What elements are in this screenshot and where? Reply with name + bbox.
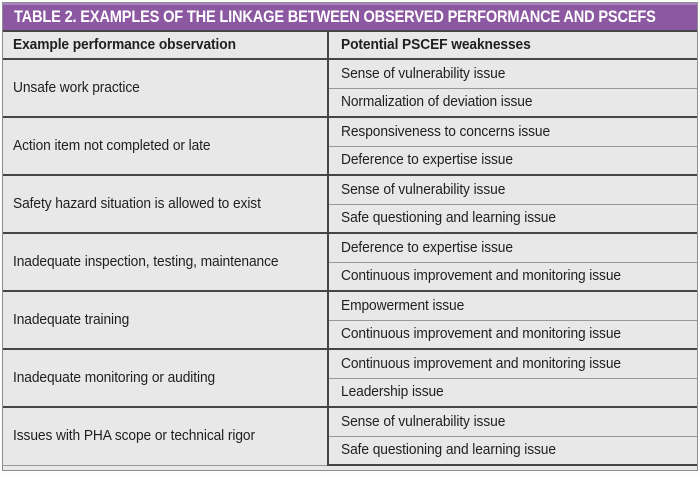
- table-row: Continuous improvement and monitoring is…: [3, 261, 697, 292]
- table-row: Safety hazard situation is allowed to ex…: [3, 174, 697, 234]
- weakness-cell-label: Continuous improvement and monitoring is…: [341, 326, 621, 343]
- weakness-cell: Deference to expertise issue: [327, 145, 697, 176]
- observation-cell-label: Inadequate monitoring or auditing: [13, 370, 216, 386]
- table-title: TABLE 2. EXAMPLES OF THE LINKAGE BETWEEN…: [14, 8, 656, 26]
- observation-cell-label: Action item not completed or late: [13, 138, 211, 154]
- table-row: Normalization of deviation issue: [3, 87, 697, 118]
- observation-cell: Inadequate inspection, testing, maintena…: [3, 232, 329, 292]
- observation-cell: Action item not completed or late: [3, 116, 329, 176]
- observation-cell-label: Inadequate inspection, testing, maintena…: [13, 254, 279, 270]
- col-header-observation: Example performance observation: [3, 32, 329, 60]
- weakness-cell-label: Normalization of deviation issue: [341, 94, 533, 111]
- table-row: Unsafe work practice Sense of vulnerabili…: [3, 58, 697, 118]
- weakness-cell: Normalization of deviation issue: [327, 87, 697, 118]
- table-row: Continuous improvement and monitoring is…: [3, 319, 697, 350]
- table-row: Issues with PHA scope or technical rigor…: [3, 406, 697, 466]
- observation-cell: Inadequate training: [3, 290, 329, 350]
- weakness-cell-label: Sense of vulnerability issue: [341, 181, 506, 198]
- weakness-cell-label: Empowerment issue: [341, 297, 465, 314]
- weakness-cell-label: Continuous improvement and monitoring is…: [341, 355, 621, 372]
- weakness-cell: Continuous improvement and monitoring is…: [327, 319, 697, 350]
- weakness-cell: Sense of vulnerability issue: [327, 406, 697, 437]
- header-row: Example performance observation Potentia…: [3, 32, 697, 60]
- weakness-cell: Leadership issue: [327, 377, 697, 408]
- weakness-cell-label: Deference to expertise issue: [341, 152, 513, 169]
- col-header-weaknesses: Potential PSCEF weaknesses: [327, 32, 697, 60]
- weakness-cell: Continuous improvement and monitoring is…: [327, 348, 697, 379]
- weakness-cell: Sense of vulnerability issue: [327, 174, 697, 205]
- pscef-linkage-table: TABLE 2. EXAMPLES OF THE LINKAGE BETWEEN…: [2, 2, 698, 471]
- observation-cell-label: Unsafe work practice: [13, 80, 140, 96]
- observation-cell-label: Issues with PHA scope or technical rigor: [13, 428, 255, 445]
- weakness-cell-label: Continuous improvement and monitoring is…: [341, 268, 621, 285]
- weakness-cell-label: Sense of vulnerability issue: [341, 413, 506, 430]
- weakness-cell: Responsiveness to concerns issue: [327, 116, 697, 147]
- table-title-bar: TABLE 2. EXAMPLES OF THE LINKAGE BETWEEN…: [3, 3, 697, 32]
- observation-cell-label: Safety hazard situation is allowed to ex…: [13, 196, 261, 212]
- weakness-cell-label: Deference to expertise issue: [341, 239, 513, 256]
- table-row: Inadequate training Empowerment issue: [3, 290, 697, 350]
- table-row: Safe questioning and learning issue: [3, 203, 697, 234]
- weakness-cell-label: Leadership issue: [341, 384, 444, 401]
- observation-cell: Unsafe work practice: [3, 58, 329, 118]
- weakness-cell: Safe questioning and learning issue: [327, 435, 697, 466]
- weakness-cell-label: Responsiveness to concerns issue: [341, 123, 551, 140]
- col-header-observation-label: Example performance observation: [13, 37, 236, 53]
- observation-cell-label: Inadequate training: [13, 312, 130, 328]
- observation-cell: Issues with PHA scope or technical rigor: [3, 406, 329, 466]
- observation-cell: Inadequate monitoring or auditing: [3, 348, 329, 408]
- table-row: Deference to expertise issue: [3, 145, 697, 176]
- weakness-cell-label: Safe questioning and learning issue: [341, 210, 556, 227]
- weakness-cell: Safe questioning and learning issue: [327, 203, 697, 234]
- linkage-table: Example performance observation Potentia…: [3, 32, 697, 466]
- table-row: Safe questioning and learning issue: [3, 435, 697, 466]
- weakness-cell-label: Safe questioning and learning issue: [341, 442, 556, 459]
- weakness-cell: Continuous improvement and monitoring is…: [327, 261, 697, 292]
- weakness-cell: Deference to expertise issue: [327, 232, 697, 263]
- table-row: Action item not completed or late Respons…: [3, 116, 697, 176]
- weakness-cell: Empowerment issue: [327, 290, 697, 321]
- weakness-cell: Sense of vulnerability issue: [327, 58, 697, 89]
- col-header-weaknesses-label: Potential PSCEF weaknesses: [341, 37, 531, 53]
- weakness-cell-label: Sense of vulnerability issue: [341, 65, 506, 82]
- observation-cell: Safety hazard situation is allowed to ex…: [3, 174, 329, 234]
- table-row: Inadequate inspection, testing, maintena…: [3, 232, 697, 292]
- table-row: Inadequate monitoring or auditing Continu…: [3, 348, 697, 408]
